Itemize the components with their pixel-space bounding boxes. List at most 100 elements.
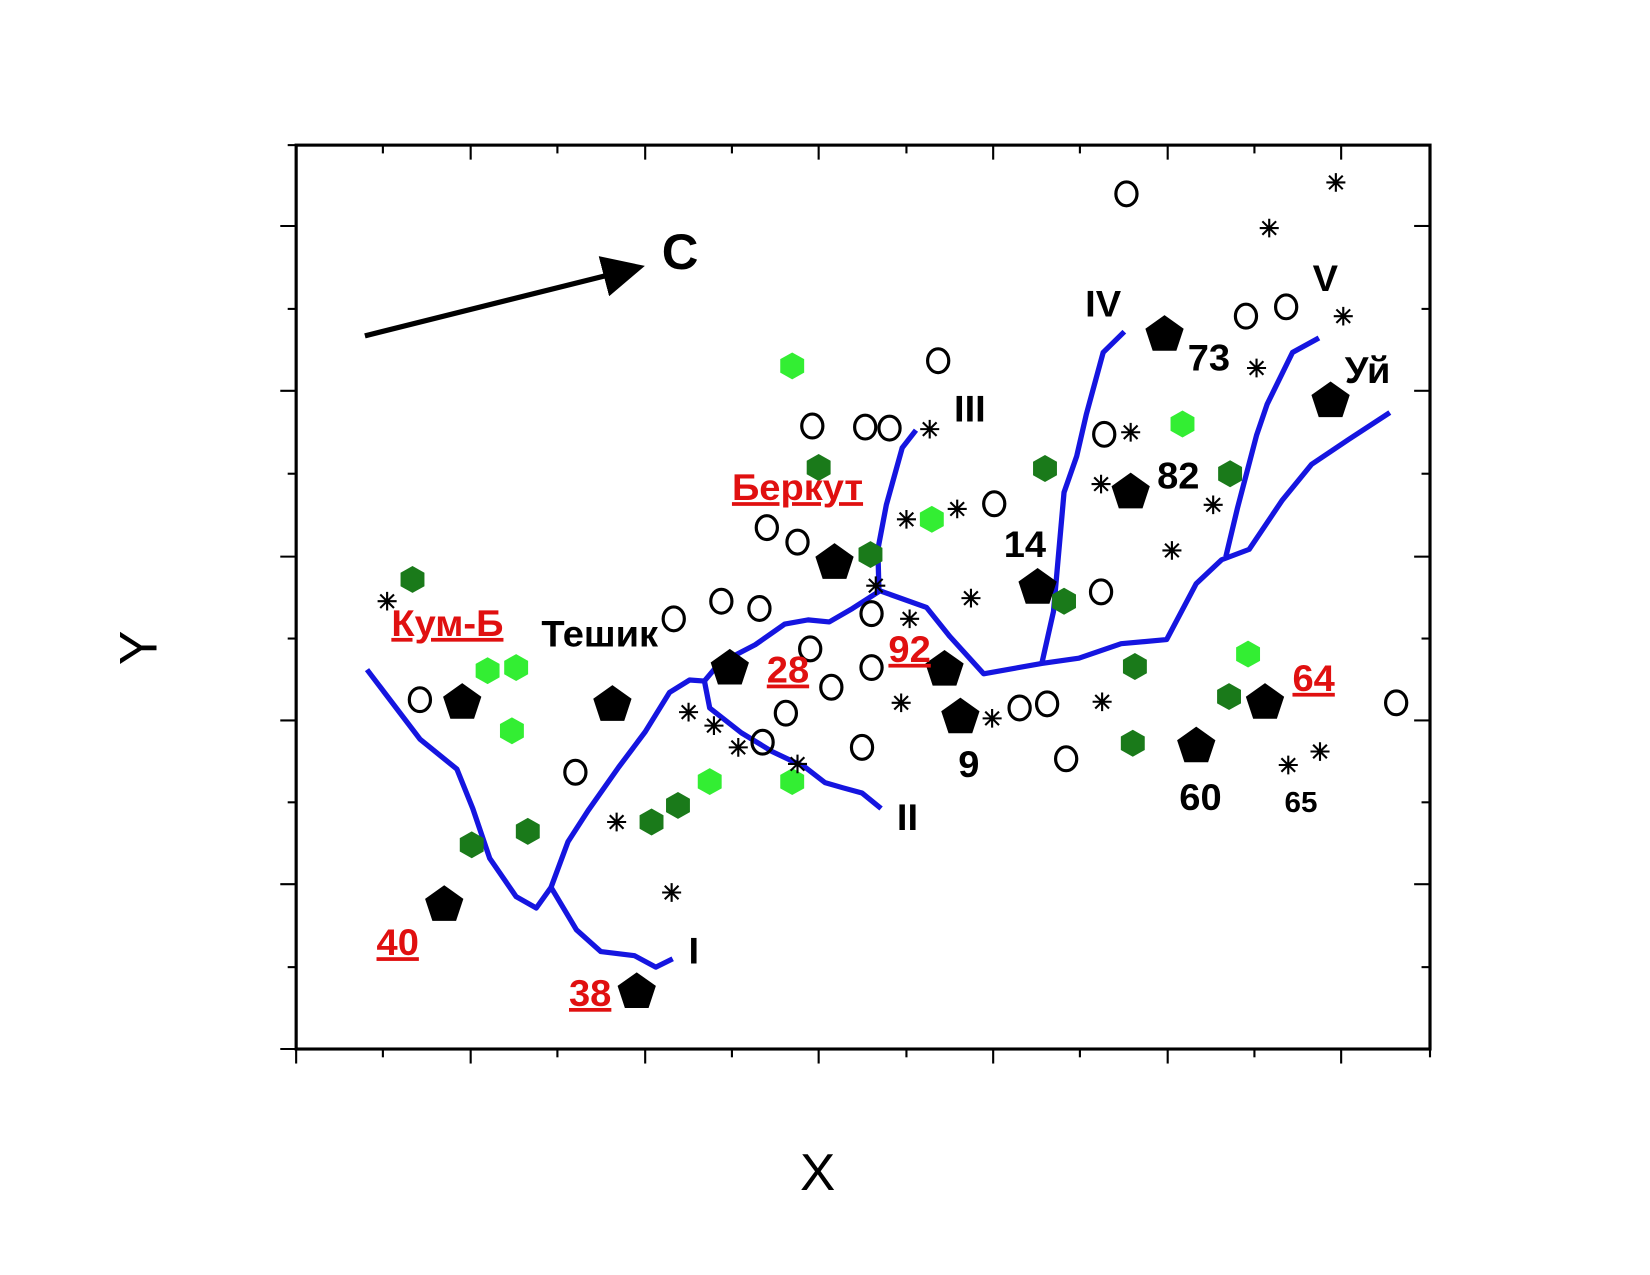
site-label: 9 (958, 743, 979, 785)
asterisk (1203, 495, 1223, 515)
hexagon-light (780, 352, 805, 380)
circle (754, 514, 779, 542)
circle (859, 654, 884, 682)
pentagon (617, 972, 656, 1008)
hexagon-dark (1217, 683, 1241, 711)
asterisk (1326, 173, 1346, 192)
north-arrow (364, 256, 645, 339)
hexagon-dark (515, 817, 540, 845)
asterisk (866, 576, 886, 595)
circle (1092, 420, 1117, 448)
deposit-label: 40 (377, 922, 419, 964)
pentagon (1145, 315, 1184, 351)
hexagon-light (697, 768, 722, 796)
circle (982, 490, 1007, 518)
asterisk (1162, 541, 1182, 560)
asterisk (728, 738, 748, 757)
site-label: 14 (1004, 524, 1046, 566)
hexagon-dark (1120, 729, 1145, 757)
site-label: 60 (1179, 776, 1221, 818)
hexagon-dark (666, 791, 690, 819)
site-label: Тешик (541, 613, 658, 655)
asterisk (891, 693, 911, 713)
circle (750, 728, 775, 756)
circle (859, 600, 884, 628)
asterisk (961, 588, 981, 608)
asterisk (896, 510, 916, 529)
fault-label: I (689, 930, 700, 972)
asterisk (947, 499, 967, 519)
circle (1007, 694, 1032, 722)
hexagon-dark (1218, 460, 1243, 488)
deposit-label: 92 (888, 628, 930, 670)
ticks (280, 144, 1432, 1064)
fault-label: IV (1085, 283, 1121, 325)
fault-line (875, 428, 919, 591)
site-label: 73 (1188, 337, 1230, 379)
circle (819, 673, 844, 701)
asterisk (1092, 692, 1112, 712)
deposit-label: 28 (767, 649, 809, 691)
asterisk (787, 754, 808, 774)
pentagon (425, 885, 464, 921)
asterisk (1259, 218, 1279, 238)
deposit-label: Беркут (732, 467, 863, 509)
circle (1034, 690, 1060, 718)
asterisk (900, 609, 920, 629)
fault-line (364, 668, 674, 970)
hexagon-dark (639, 808, 664, 836)
hexagon-light (499, 717, 524, 745)
hexagon-dark (1033, 455, 1057, 483)
asterisk (607, 812, 627, 832)
circle (407, 686, 433, 714)
site-label: 65 (1284, 786, 1317, 819)
fault-label: II (897, 796, 918, 838)
deposit-label: 64 (1292, 657, 1334, 699)
hexagon-dark (1122, 653, 1147, 680)
circle (785, 528, 810, 556)
hexagon-light (504, 654, 529, 682)
fault-line (1223, 335, 1321, 558)
circle (1273, 293, 1299, 321)
y-axis-label: Y (110, 631, 169, 666)
pentagon (443, 683, 482, 719)
circle (661, 605, 686, 633)
asterisk (920, 419, 940, 439)
pentagon (1245, 683, 1285, 719)
fault-label: V (1313, 257, 1338, 299)
circle (1383, 689, 1409, 717)
deposit-label: Кум-Б (391, 602, 503, 644)
asterisk (377, 591, 397, 611)
circle (800, 412, 825, 440)
circle (798, 635, 823, 663)
circle (1114, 180, 1139, 208)
circle (773, 699, 799, 727)
deposit-label: 38 (569, 972, 611, 1014)
pentagon (710, 648, 749, 685)
asterisk (1310, 742, 1330, 761)
pentagon (1177, 726, 1216, 763)
hexagon-light (1170, 410, 1195, 438)
hexagon-light (919, 505, 944, 533)
pentagon (941, 697, 980, 734)
circle (747, 595, 772, 622)
circle (849, 733, 875, 761)
asterisk (1247, 358, 1267, 378)
asterisk (704, 716, 724, 735)
hexagon-dark (459, 831, 484, 859)
asterisk (1333, 306, 1353, 326)
asterisk (1278, 755, 1298, 775)
hexagon-dark (1052, 587, 1076, 615)
asterisk (1121, 422, 1141, 442)
hexagon-dark (858, 541, 883, 569)
asterisk (679, 702, 699, 722)
fault-line (1039, 329, 1127, 664)
pentagon (925, 649, 964, 686)
plot-frame (294, 143, 1432, 1051)
north-label: С (662, 225, 699, 280)
x-axis-label: X (800, 1145, 835, 1202)
circle (1233, 302, 1259, 330)
circle (1053, 745, 1079, 773)
circle (853, 413, 878, 441)
